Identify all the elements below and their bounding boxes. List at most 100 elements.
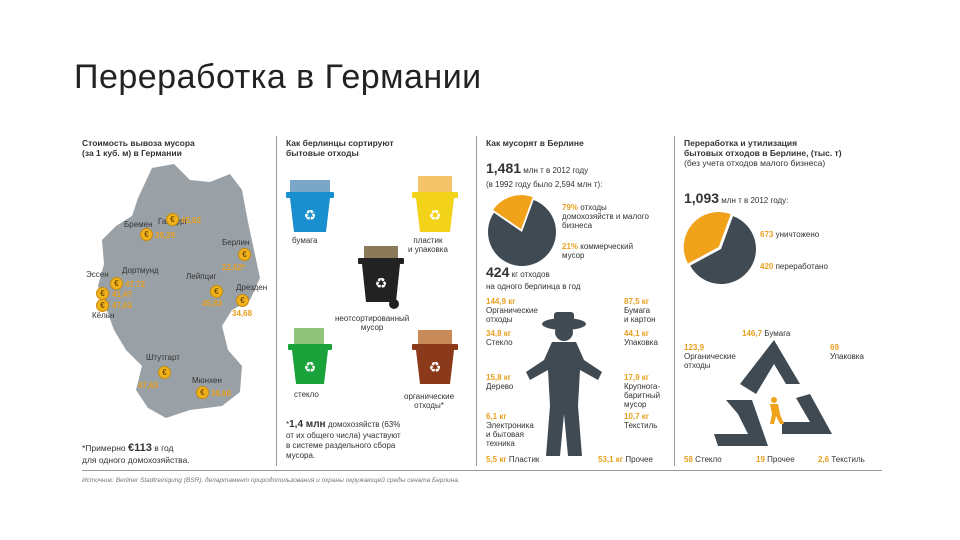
panel2-title: Как берлинцы сортируют бытовые отходы bbox=[286, 138, 394, 158]
panel2-title-line1: Как берлинцы сортируют bbox=[286, 138, 394, 148]
bin-label-plastic: пластик и упаковка bbox=[408, 236, 448, 254]
city-dortmund: Дортмунд bbox=[122, 266, 159, 275]
panel1-title-line2: (за 1 куб. м) в Германии bbox=[82, 148, 182, 158]
panel4-title-line2: бытовых отходов в Берлине, (тыс. т) bbox=[684, 148, 842, 158]
price-dortmund: 47,72 bbox=[125, 280, 146, 289]
households-line2: домохозяйств и малого bbox=[562, 212, 649, 221]
electronics-label: Электроника bbox=[486, 421, 534, 430]
plastic-item: 5,5 кг Пластик bbox=[486, 455, 540, 464]
panel2-note-line1: *1,4 млн домохозяйств (63% bbox=[286, 419, 401, 430]
price-stuttgart: 47,63 bbox=[138, 381, 159, 390]
textile-label: Текстиль bbox=[624, 421, 658, 430]
pie-slice bbox=[493, 195, 533, 230]
panel3-total-sub: (в 1992 году было 2,594 млн т): bbox=[486, 180, 603, 189]
recycle-other: 19 Прочее bbox=[756, 455, 795, 464]
paper-value: 87,5 кг bbox=[624, 297, 650, 306]
recycle-organic-value: 123,9 bbox=[684, 343, 705, 352]
euro-coin-icon: € bbox=[166, 213, 179, 226]
pie-chart-waste-origin bbox=[488, 195, 556, 266]
slide-title: Переработка в Германии bbox=[74, 58, 482, 96]
column-divider bbox=[276, 136, 277, 466]
panel2-note-line3: в системе раздельного сбора bbox=[286, 441, 396, 450]
bulky-label3: мусор bbox=[624, 400, 647, 409]
price-hamburg: 45,62 bbox=[181, 216, 202, 225]
svg-text:♻: ♻ bbox=[429, 208, 442, 224]
organic-label: Органические bbox=[486, 306, 538, 315]
bin-label-unsorted: неотсортированный мусор bbox=[335, 314, 410, 332]
footer-divider bbox=[82, 470, 882, 471]
euro-coin-icon: € bbox=[140, 228, 153, 241]
wood-label: Дерево bbox=[486, 382, 514, 391]
recycle-organic-label: Органические bbox=[684, 352, 736, 361]
euro-coin-icon: € bbox=[196, 386, 209, 399]
per-person: 424 кг отходов bbox=[486, 264, 550, 280]
city-bremen: Бремен bbox=[124, 220, 153, 229]
euro-coin-icon: € bbox=[236, 294, 249, 307]
plastic-bin-icon: ♻ bbox=[412, 176, 458, 232]
pack-label: Упаковка bbox=[624, 338, 658, 347]
organic-value: 144,9 кг bbox=[486, 297, 516, 306]
recycle-pack-value: 69 bbox=[830, 343, 839, 352]
city-leipzig: Лейпциг bbox=[186, 272, 217, 281]
source-note: Источник: Berliner Stadtreinigung (BSR),… bbox=[82, 477, 460, 484]
ampelmann-figure-icon bbox=[526, 312, 602, 456]
bulky-label: Крупнога- bbox=[624, 382, 661, 391]
glass-bin-icon: ♻ bbox=[288, 328, 332, 384]
euro-coin-icon: € bbox=[210, 285, 223, 298]
recycle-pack-label: Упаковка bbox=[830, 352, 864, 361]
panel2-note-line2: от их общего числа) участвуют bbox=[286, 431, 401, 440]
panel1-footnote-line1: *Примерно €113 в год bbox=[82, 442, 174, 454]
commercial-share: 21% коммерческий bbox=[562, 242, 634, 251]
electronics-value: 6,1 кг bbox=[486, 412, 507, 421]
euro-coin-icon: € bbox=[238, 248, 251, 261]
panel4-title: Переработка и утилизация бытовых отходов… bbox=[684, 138, 842, 168]
recycle-arrows-icon bbox=[714, 340, 832, 446]
other-item: 53,1 кг Прочее bbox=[598, 455, 653, 464]
panel1-footnote-line2: для одного домохозяйства. bbox=[82, 455, 190, 465]
pie-slice bbox=[690, 216, 756, 284]
panel4-title-line1: Переработка и утилизация bbox=[684, 138, 798, 148]
city-koeln: Кёльн bbox=[92, 311, 115, 320]
panel2-note-line4: мусора. bbox=[286, 451, 316, 460]
pack-value: 44,1 кг bbox=[624, 329, 650, 338]
panel3-title: Как мусорят в Берлине bbox=[486, 138, 584, 148]
column-divider bbox=[674, 136, 675, 466]
city-muenchen: Мюнхен bbox=[192, 376, 222, 385]
households-share: 79% отходы bbox=[562, 203, 607, 212]
pie-chart-recycling bbox=[683, 212, 756, 284]
electronics-label2: и бытовая bbox=[486, 430, 524, 439]
recycled-share: 420 переработано bbox=[760, 262, 828, 271]
paper-label2: и картон bbox=[624, 315, 656, 324]
germany-map bbox=[98, 164, 260, 418]
euro-coin-icon: € bbox=[96, 299, 109, 312]
svg-text:♻: ♻ bbox=[304, 208, 317, 224]
price-bremen: 39,29 bbox=[155, 231, 176, 240]
bulky-value: 17,9 кг bbox=[624, 373, 650, 382]
price-dresden: 34,68 bbox=[232, 309, 253, 318]
panel3-total: 1,481 млн т в 2012 году bbox=[486, 160, 589, 176]
euro-coin-icon: € bbox=[158, 366, 171, 379]
recycle-paper: 146,7 Бумага bbox=[742, 329, 791, 338]
organic-label2: отходы bbox=[486, 315, 513, 324]
electronics-label3: техника bbox=[486, 439, 515, 448]
price-essen: 41,47 bbox=[112, 290, 133, 299]
households-line3: бизнеса bbox=[562, 221, 593, 230]
bin-label-paper: бумага bbox=[292, 236, 318, 245]
euro-coin-icon: € bbox=[110, 277, 123, 290]
pie-slice bbox=[488, 200, 556, 266]
svg-text:♻: ♻ bbox=[375, 276, 388, 292]
organic-bin-icon: ♻ bbox=[412, 330, 458, 384]
panel2-title-line2: бытовые отходы bbox=[286, 148, 359, 158]
glass-label: Стекло bbox=[486, 338, 513, 347]
column-divider bbox=[476, 136, 477, 466]
recycle-glass: 58 Стекло bbox=[684, 455, 722, 464]
svg-text:♻: ♻ bbox=[304, 360, 317, 376]
recycle-textile: 2,6 Текстиль bbox=[818, 455, 865, 464]
textile-value: 10,7 кг bbox=[624, 412, 650, 421]
price-berlin: 22,62* bbox=[222, 263, 246, 272]
panel1-title: Стоимость вывоза мусора (за 1 куб. м) в … bbox=[82, 138, 195, 158]
unsorted-bin-icon: ♻ bbox=[358, 246, 404, 309]
destroyed-share: 673 уничтожено bbox=[760, 230, 820, 239]
panel4-total: 1,093 млн т в 2012 году: bbox=[684, 190, 789, 206]
bin-label-glass: стекло bbox=[294, 390, 319, 399]
